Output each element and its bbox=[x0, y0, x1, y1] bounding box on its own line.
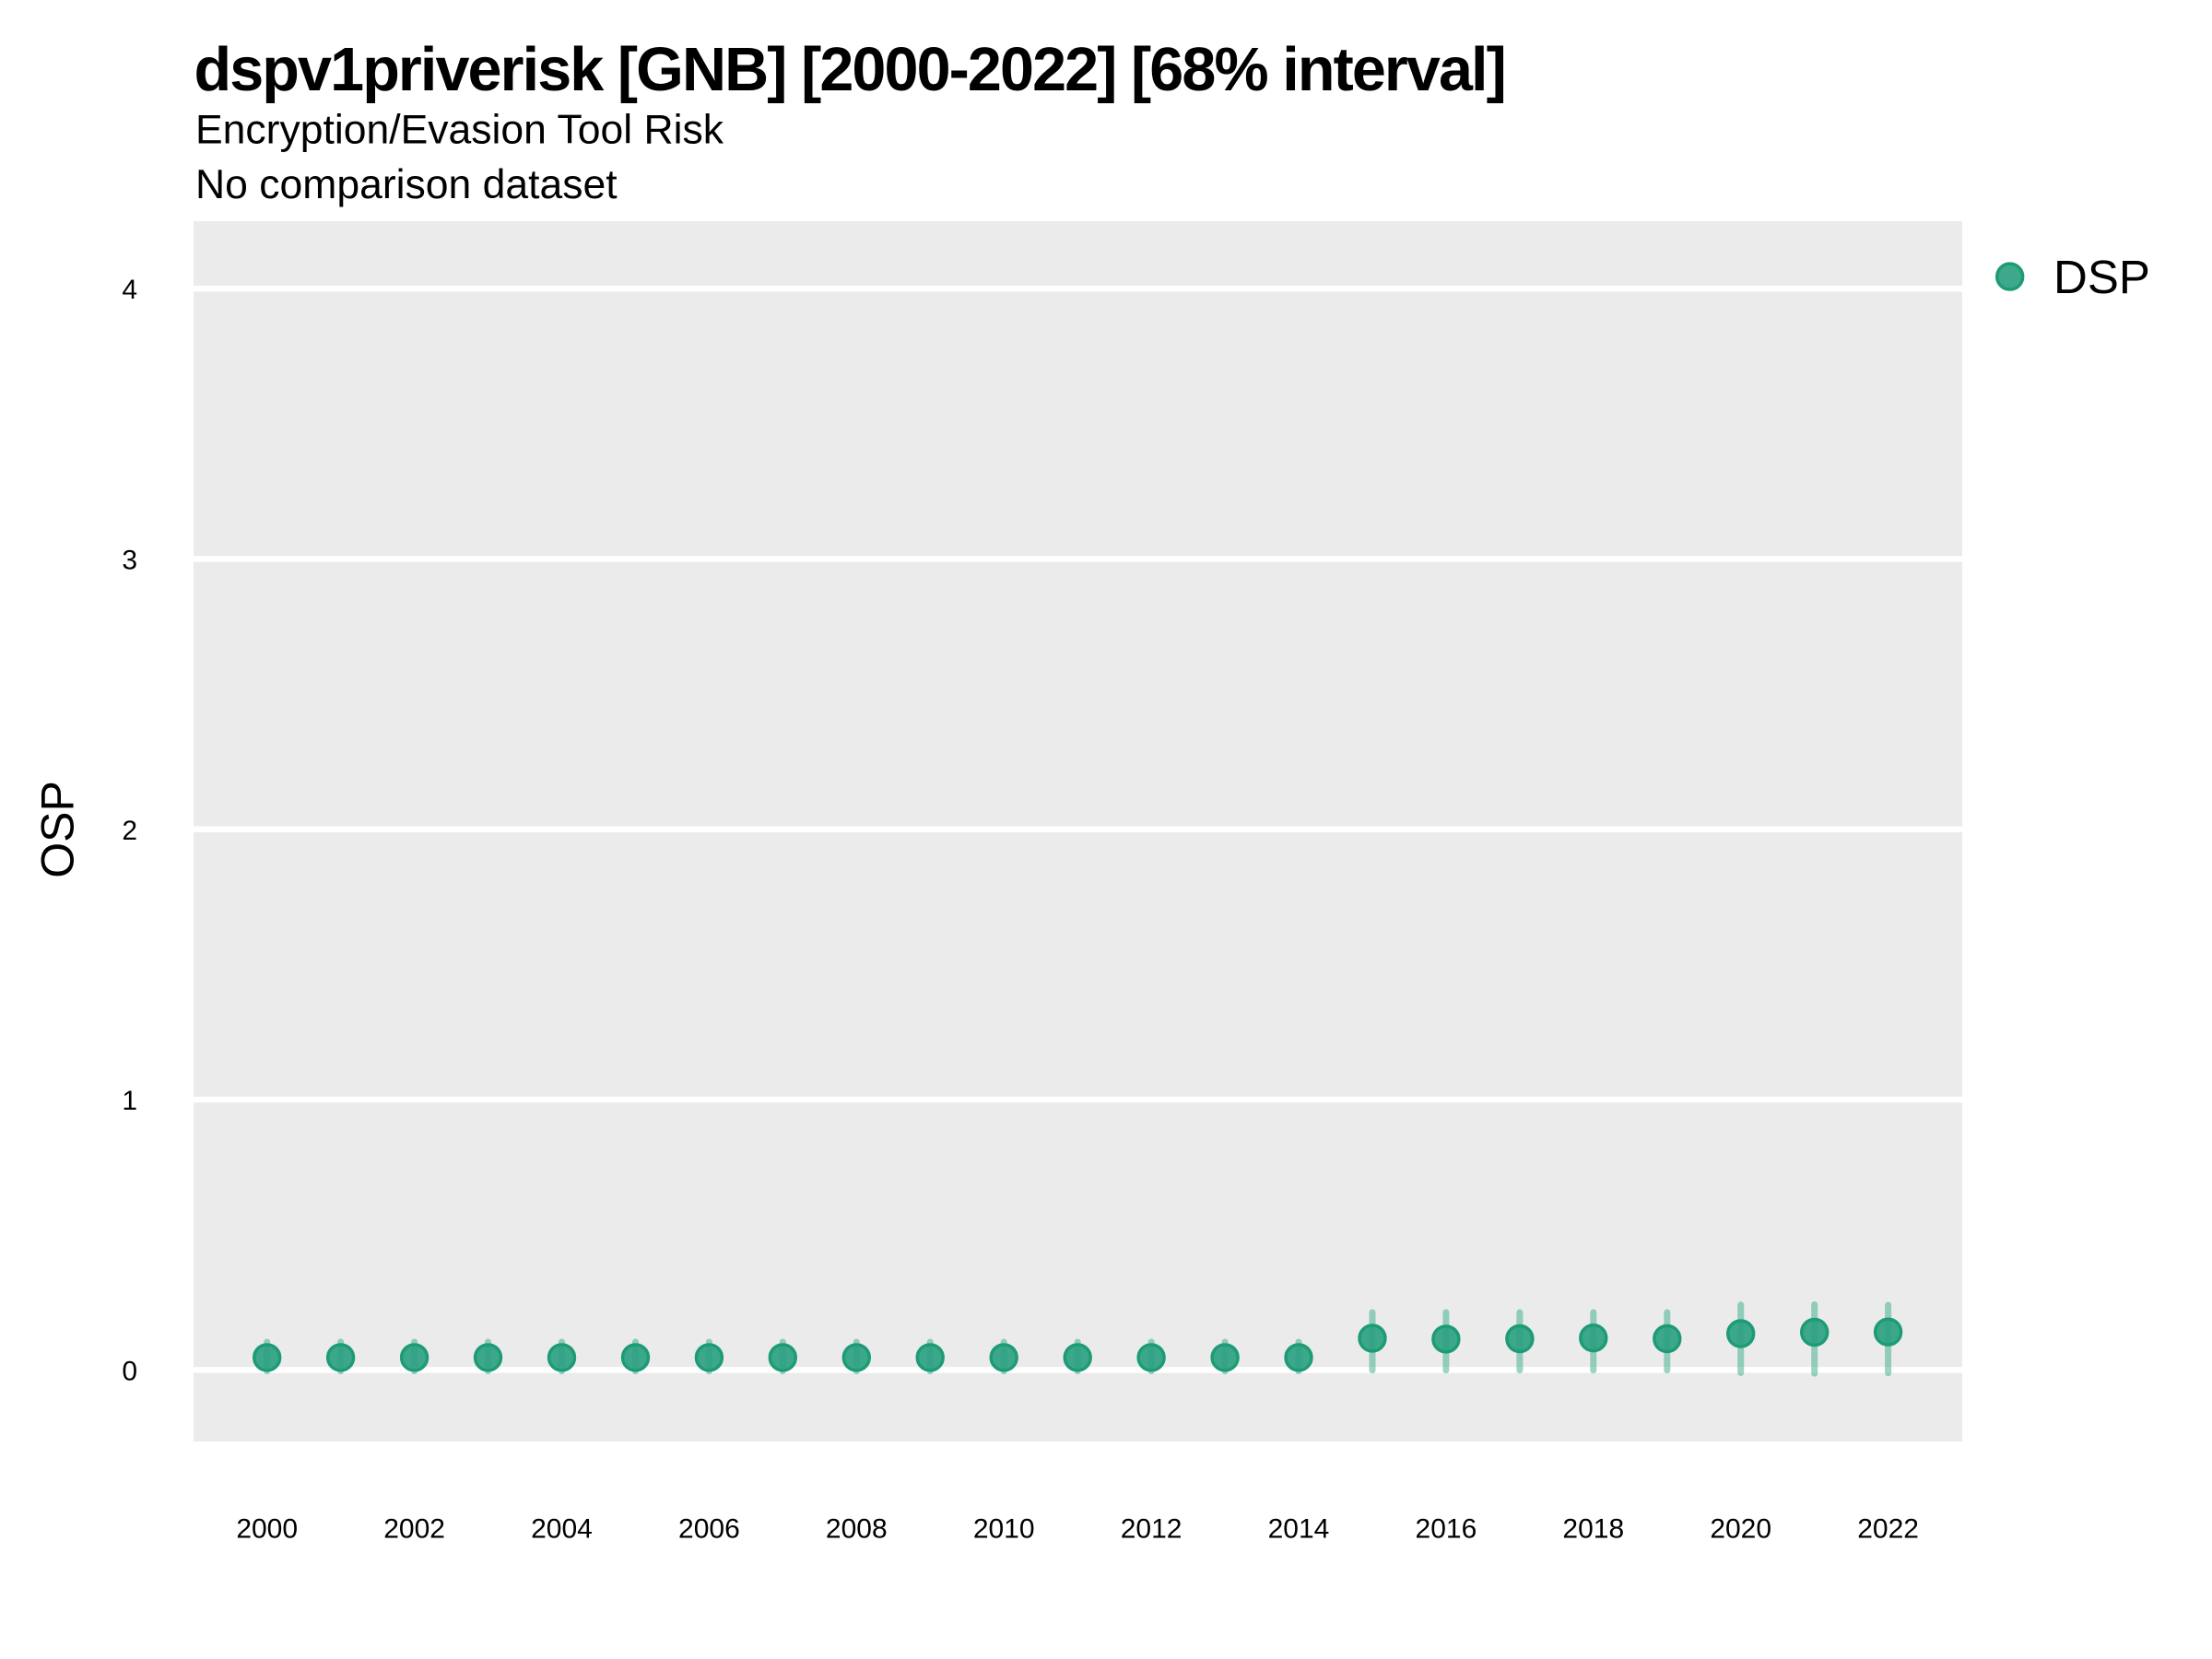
svg-text:2018: 2018 bbox=[1562, 1514, 1624, 1545]
svg-text:2022: 2022 bbox=[1857, 1514, 1919, 1545]
svg-text:2004: 2004 bbox=[531, 1514, 593, 1545]
svg-text:2010: 2010 bbox=[973, 1514, 1035, 1545]
svg-text:2002: 2002 bbox=[383, 1514, 445, 1545]
svg-text:1: 1 bbox=[122, 1086, 137, 1116]
svg-text:2: 2 bbox=[122, 816, 137, 846]
svg-text:DSP: DSP bbox=[2053, 251, 2150, 303]
svg-text:Encryption/Evasion Tool Risk: Encryption/Evasion Tool Risk bbox=[195, 108, 724, 153]
svg-text:4: 4 bbox=[122, 275, 137, 305]
svg-text:2000: 2000 bbox=[236, 1514, 298, 1545]
svg-text:OSP: OSP bbox=[32, 781, 84, 878]
svg-text:2008: 2008 bbox=[826, 1514, 888, 1545]
svg-text:dspv1priverisk [GNB] [2000-202: dspv1priverisk [GNB] [2000-2022] [68% in… bbox=[194, 36, 1505, 104]
svg-text:2006: 2006 bbox=[678, 1514, 740, 1545]
svg-text:3: 3 bbox=[122, 546, 137, 576]
svg-text:2014: 2014 bbox=[1268, 1514, 1330, 1545]
svg-text:2020: 2020 bbox=[1710, 1514, 1771, 1545]
svg-text:2016: 2016 bbox=[1416, 1514, 1477, 1545]
svg-text:2012: 2012 bbox=[1121, 1514, 1182, 1545]
svg-text:No comparison dataset: No comparison dataset bbox=[195, 162, 618, 207]
svg-text:0: 0 bbox=[122, 1356, 137, 1386]
